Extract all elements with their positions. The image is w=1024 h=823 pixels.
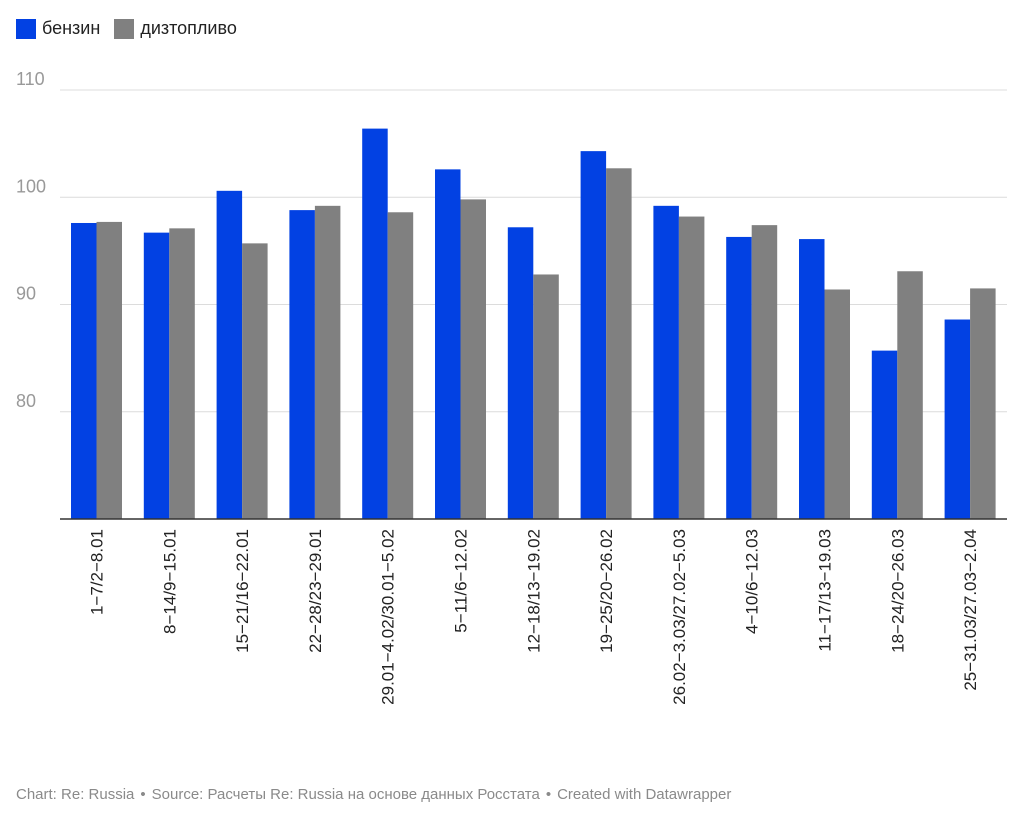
x-tick-label: 18−24/20−26.03: [888, 529, 907, 653]
legend: бензин дизтопливо: [16, 18, 237, 39]
bar-diesel: [824, 289, 850, 519]
legend-swatch-diesel: [114, 18, 135, 39]
legend-item-benzin: бензин: [16, 18, 100, 39]
legend-label-benzin: бензин: [42, 18, 101, 38]
x-tick-label: 4−10/6−12.03: [743, 529, 762, 634]
x-tick-label: 26.02−3.03/27.02−5.03: [670, 529, 689, 705]
legend-swatch-benzin: [16, 18, 36, 39]
x-tick-label: 1−7/2−8.01: [88, 529, 107, 615]
bar-diesel: [460, 199, 486, 519]
bar-diesel: [387, 212, 414, 519]
bar-benzin: [944, 319, 971, 519]
bar-chart: 110 100 90 80 1−7/2−8.01 8−14/9−15.01 15−21/16…: [16, 69, 1007, 705]
bar-diesel: [169, 228, 195, 520]
bar-diesel: [96, 221, 122, 520]
x-tick-label: 22−28/23−29.01: [306, 529, 325, 653]
x-tick-label: 8−14/9−15.01: [160, 529, 179, 634]
bar-benzin: [799, 239, 825, 519]
bar-diesel: [751, 225, 778, 519]
legend-label-diesel: дизтопливо: [140, 18, 237, 38]
bar-diesel: [897, 271, 923, 519]
footer-chart-credit: Chart: Re: Russia: [16, 786, 135, 803]
legend-item-diesel: дизтопливо: [114, 18, 237, 39]
y-tick-label: 100: [16, 176, 46, 196]
x-tick-label: 5−11/6−12.02: [452, 529, 471, 633]
footer-source: Source: Расчеты Re: Russia на основе дан…: [151, 786, 540, 803]
bar-diesel: [606, 168, 632, 520]
y-tick-label: 90: [16, 284, 36, 304]
footer-separator: •: [545, 786, 552, 803]
x-tick-label: 19−25/20−26.02: [597, 529, 616, 653]
x-tick-label: 15−21/16−22.01: [233, 529, 252, 653]
footer: Chart: Re: Russia • Source: Расчеты Re: Ru…: [16, 786, 731, 803]
bar-diesel: [314, 205, 341, 519]
bar-benzin: [653, 205, 679, 519]
bar-diesel: [678, 216, 705, 519]
bar-diesel: [970, 288, 996, 519]
bar-diesel: [242, 243, 268, 519]
bar-benzin: [726, 236, 752, 519]
x-tick-label: 29.01−4.02/30.01−5.02: [379, 529, 398, 705]
y-tick-label: 110: [16, 69, 45, 89]
x-tick-label: 25−31.03/27.03−2.04: [961, 529, 980, 691]
x-tick-label: 12−18/13−19.02: [524, 529, 543, 653]
bar-benzin: [871, 350, 898, 519]
bar-benzin: [580, 151, 607, 519]
y-tick-label: 80: [16, 391, 36, 411]
bar-benzin: [362, 128, 388, 520]
bar-benzin: [507, 227, 534, 519]
bar-benzin: [71, 222, 97, 520]
x-tick-label: 11−17/13−19.03: [816, 529, 835, 652]
bar-benzin: [216, 190, 243, 519]
footer-created: Created with Datawrapper: [557, 786, 732, 803]
bar-benzin: [435, 169, 461, 520]
bar-diesel: [533, 274, 559, 519]
bar-benzin: [289, 210, 315, 519]
bar-benzin: [143, 232, 170, 519]
footer-separator: •: [140, 786, 146, 803]
